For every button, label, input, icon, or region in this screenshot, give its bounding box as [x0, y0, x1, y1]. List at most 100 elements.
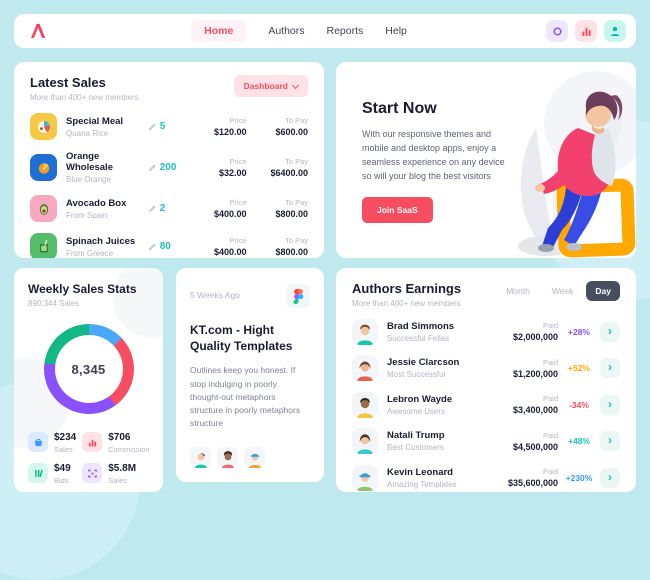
author-desc: Amazing Templates [387, 479, 457, 489]
illustration-person-sitting [518, 71, 636, 258]
avatar[interactable] [217, 447, 238, 468]
figma-icon [286, 284, 310, 308]
avatar [352, 464, 378, 491]
author-name[interactable]: Kevin Leonard [387, 466, 453, 478]
author-desc: Best Customers [387, 443, 444, 452]
paid-amount: $35,600,000 [507, 478, 558, 488]
period-tabs: Month Week Day [497, 281, 620, 301]
main-nav: Home Authors Reports Help [52, 20, 546, 42]
dashboard-dropdown-button[interactable]: Dashboard [233, 75, 308, 97]
paid-amount: $2,000,000 [512, 332, 558, 342]
stat-label: Bids [54, 476, 69, 485]
row-arrow-button[interactable]: › [600, 467, 620, 488]
stat-label: Sales [108, 476, 128, 485]
avatar [352, 428, 378, 454]
price-value: $32.00 [218, 168, 247, 178]
quantity[interactable]: 5 [148, 121, 185, 132]
product-name: Orange Wholesale [66, 151, 113, 173]
chevron-down-icon [291, 81, 300, 89]
weekly-subtitle: 890,344 Sales [28, 299, 80, 308]
row-arrow-button[interactable]: › [600, 321, 620, 342]
authors-title: Authors Earnings [352, 281, 462, 296]
price-value: $120.00 [213, 127, 247, 137]
avatar [352, 355, 378, 381]
product-image [30, 113, 57, 140]
avatar[interactable] [190, 447, 211, 468]
price-value: $400.00 [213, 247, 247, 257]
row-arrow-button[interactable]: › [600, 431, 620, 451]
price-label: Price [229, 198, 247, 207]
price-value: $400.00 [213, 209, 247, 219]
author-name[interactable]: Lebron Wayde [387, 393, 453, 405]
paid-amount: $3,400,000 [512, 405, 558, 415]
quantity[interactable]: 2 [148, 203, 185, 214]
product-image [30, 154, 57, 181]
sale-row[interactable]: Orange Wholesale Blue Orange 200 Price $3… [30, 151, 308, 184]
tab-month[interactable]: Month [506, 286, 530, 296]
kt-avatars [190, 447, 265, 468]
quantity[interactable]: 200 [148, 162, 185, 173]
paid-label: Paid [542, 394, 558, 403]
product-image [30, 195, 57, 222]
lines-icon [28, 463, 48, 483]
tab-day[interactable]: Day [586, 281, 620, 301]
sale-row[interactable]: Spinach Juices From Greece 80 Price $400.… [30, 233, 308, 258]
price-label: Price [229, 236, 247, 245]
author-desc: Most Successful [387, 370, 446, 379]
nav-item-home[interactable]: Home [191, 20, 247, 42]
nav-item-reports[interactable]: Reports [326, 25, 364, 37]
change-percent: +230% [565, 472, 593, 483]
donut-total: 8,345 [54, 335, 123, 403]
to-pay-value: $6400.00 [270, 168, 308, 178]
sale-row[interactable]: Avocado Box From Spain 2 Price $400.00 To… [30, 195, 308, 222]
stat-sales: $234 Sales [28, 432, 76, 454]
author-row: Lebron Wayde Awesome Users Paid $3,400,00… [352, 391, 620, 418]
paid-label: Paid [542, 321, 558, 330]
tab-week[interactable]: Week [551, 286, 574, 296]
nav-item-authors[interactable]: Authors [268, 25, 305, 37]
author-desc: Awesome Users [387, 406, 446, 416]
scan-icon [82, 463, 103, 483]
quantity-value: 200 [159, 162, 177, 173]
latest-sales-card: Latest Sales More than 400+ new members … [14, 62, 324, 258]
stat-commission: $706 Commission [82, 432, 150, 454]
quantity[interactable]: 80 [148, 241, 185, 252]
search-icon[interactable] [546, 20, 568, 42]
paid-label: Paid [542, 357, 558, 367]
product-name: Avocado Box [66, 197, 127, 209]
change-percent: +48% [568, 436, 590, 446]
sale-row[interactable]: Special Meal Quana Rice 5 Price $120.00 T… [30, 113, 308, 140]
price-label: Price [229, 157, 247, 166]
weekly-title: Weekly Sales Stats [28, 282, 137, 296]
kt-card-title[interactable]: KT.com - Hight Quality Templates [190, 323, 293, 354]
stat-label: Commission [108, 445, 150, 454]
avatar [352, 391, 378, 418]
paid-label: Paid [542, 467, 558, 476]
authors-earnings-card: Authors Earnings More than 400+ new memb… [336, 268, 636, 492]
authors-subtitle: More than 400+ new members [352, 299, 461, 308]
weekly-sales-card: Weekly Sales Stats 890,344 Sales 8,345 $… [14, 268, 163, 492]
sales-donut-chart: 8,345 [43, 324, 134, 414]
stats-icon[interactable] [575, 20, 597, 42]
row-arrow-button[interactable]: › [600, 394, 620, 415]
author-name[interactable]: Jessie Clarcson [387, 357, 460, 368]
author-name[interactable]: Natali Trump [387, 430, 445, 441]
bar-chart-icon [82, 432, 103, 452]
nav-item-help[interactable]: Help [385, 25, 407, 37]
product-desc: From Greece [66, 248, 114, 258]
app-logo-icon[interactable] [26, 21, 52, 41]
stat-label: Sales [54, 445, 73, 454]
basket-icon [28, 432, 48, 452]
row-arrow-button[interactable]: › [600, 358, 620, 378]
join-saas-button[interactable]: Join SaaS [362, 196, 433, 223]
author-name[interactable]: Brad Simmons [387, 320, 455, 332]
quantity-value: 2 [159, 203, 166, 214]
avatar[interactable] [244, 447, 265, 468]
stat-value: $5.8M [108, 463, 137, 474]
change-percent: +52% [568, 363, 590, 373]
start-now-card: Start Now With our responsive themes and… [336, 62, 636, 258]
author-row: Kevin Leonard Amazing Templates Paid $35,… [352, 464, 620, 491]
quantity-value: 5 [159, 121, 166, 132]
product-desc: Blue Orange [66, 175, 111, 184]
profile-icon[interactable] [604, 20, 626, 42]
